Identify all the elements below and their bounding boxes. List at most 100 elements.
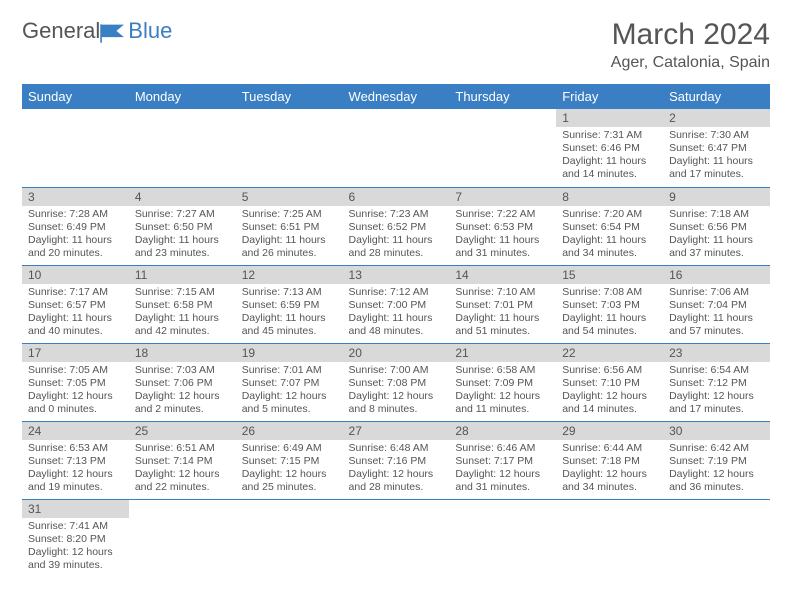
day-body: Sunrise: 6:49 AMSunset: 7:15 PMDaylight:… [236,440,343,499]
calendar-cell: 25Sunrise: 6:51 AMSunset: 7:14 PMDayligh… [129,421,236,499]
sunset-text: Sunset: 6:52 PM [349,221,444,234]
calendar-cell: 16Sunrise: 7:06 AMSunset: 7:04 PMDayligh… [663,265,770,343]
sunrise-text: Sunrise: 7:25 AM [242,208,337,221]
logo-text-2: Blue [128,18,172,44]
day-number: 17 [22,344,129,362]
weekday-header: Wednesday [343,84,450,109]
daylight-line1: Daylight: 11 hours [242,234,337,247]
daylight-line2: and 54 minutes. [562,325,657,338]
day-number: 6 [343,188,450,206]
weekday-header: Sunday [22,84,129,109]
daylight-line1: Daylight: 12 hours [562,468,657,481]
calendar-cell: 4Sunrise: 7:27 AMSunset: 6:50 PMDaylight… [129,187,236,265]
day-body: Sunrise: 6:53 AMSunset: 7:13 PMDaylight:… [22,440,129,499]
sunset-text: Sunset: 7:03 PM [562,299,657,312]
calendar-cell: 15Sunrise: 7:08 AMSunset: 7:03 PMDayligh… [556,265,663,343]
daylight-line2: and 39 minutes. [28,559,123,572]
sunset-text: Sunset: 6:56 PM [669,221,764,234]
daylight-line1: Daylight: 12 hours [28,468,123,481]
daylight-line1: Daylight: 11 hours [28,312,123,325]
day-body: Sunrise: 7:05 AMSunset: 7:05 PMDaylight:… [22,362,129,421]
daylight-line2: and 23 minutes. [135,247,230,260]
sunrise-text: Sunrise: 7:17 AM [28,286,123,299]
calendar-cell: 10 Sunrise: 7:17 AMSunset: 6:57 PMDayligh… [22,265,129,343]
sunrise-text: Sunrise: 7:41 AM [28,520,123,533]
calendar-cell: 8Sunrise: 7:20 AMSunset: 6:54 PMDaylight… [556,187,663,265]
sunset-text: Sunset: 8:20 PM [28,533,123,546]
calendar-cell: 18Sunrise: 7:03 AMSunset: 7:06 PMDayligh… [129,343,236,421]
weekday-header: Monday [129,84,236,109]
sunrise-text: Sunrise: 7:05 AM [28,364,123,377]
sunset-text: Sunset: 7:08 PM [349,377,444,390]
day-body: Sunrise: 7:23 AMSunset: 6:52 PMDaylight:… [343,206,450,265]
sunrise-text: Sunrise: 7:31 AM [562,129,657,142]
calendar-cell: 26Sunrise: 6:49 AMSunset: 7:15 PMDayligh… [236,421,343,499]
sunrise-text: Sunrise: 7:15 AM [135,286,230,299]
calendar-row: . . . . . 1Sunrise: 7:31 AMSunset: 6:46 … [22,109,770,187]
sunset-text: Sunset: 6:57 PM [28,299,123,312]
daylight-line2: and 11 minutes. [455,403,550,416]
day-number: 16 [663,266,770,284]
daylight-line1: Daylight: 12 hours [135,468,230,481]
daylight-line1: Daylight: 12 hours [455,468,550,481]
calendar-row: 3Sunrise: 7:28 AMSunset: 6:49 PMDaylight… [22,187,770,265]
daylight-line1: Daylight: 11 hours [28,234,123,247]
day-body: Sunrise: 7:25 AMSunset: 6:51 PMDaylight:… [236,206,343,265]
sunset-text: Sunset: 7:13 PM [28,455,123,468]
day-body: Sunrise: 7:28 AMSunset: 6:49 PMDaylight:… [22,206,129,265]
calendar-cell: . [236,499,343,577]
daylight-line2: and 42 minutes. [135,325,230,338]
calendar-cell: 23Sunrise: 6:54 AMSunset: 7:12 PMDayligh… [663,343,770,421]
calendar-cell: . [663,499,770,577]
day-number: 15 [556,266,663,284]
daylight-line1: Daylight: 11 hours [562,155,657,168]
weekday-header: Thursday [449,84,556,109]
sunset-text: Sunset: 7:10 PM [562,377,657,390]
day-number: 10 [22,266,129,284]
calendar-cell: . [129,109,236,187]
sunrise-text: Sunrise: 6:44 AM [562,442,657,455]
daylight-line1: Daylight: 12 hours [562,390,657,403]
daylight-line1: Daylight: 12 hours [135,390,230,403]
sunset-text: Sunset: 7:05 PM [28,377,123,390]
sunset-text: Sunset: 7:04 PM [669,299,764,312]
calendar-cell: 27Sunrise: 6:48 AMSunset: 7:16 PMDayligh… [343,421,450,499]
calendar-cell: 13Sunrise: 7:12 AMSunset: 7:00 PMDayligh… [343,265,450,343]
day-number: 24 [22,422,129,440]
day-body: Sunrise: 7:01 AMSunset: 7:07 PMDaylight:… [236,362,343,421]
logo: General Blue [22,18,172,44]
sunrise-text: Sunrise: 7:03 AM [135,364,230,377]
day-body: Sunrise: 6:58 AMSunset: 7:09 PMDaylight:… [449,362,556,421]
day-number: 30 [663,422,770,440]
daylight-line1: Daylight: 12 hours [28,546,123,559]
daylight-line2: and 25 minutes. [242,481,337,494]
calendar-cell: 17Sunrise: 7:05 AMSunset: 7:05 PMDayligh… [22,343,129,421]
daylight-line2: and 26 minutes. [242,247,337,260]
daylight-line2: and 14 minutes. [562,403,657,416]
daylight-line1: Daylight: 12 hours [455,390,550,403]
daylight-line1: Daylight: 11 hours [669,312,764,325]
daylight-line1: Daylight: 11 hours [349,234,444,247]
weekday-header: Saturday [663,84,770,109]
day-body: Sunrise: 7:08 AMSunset: 7:03 PMDaylight:… [556,284,663,343]
daylight-line1: Daylight: 11 hours [349,312,444,325]
daylight-line2: and 17 minutes. [669,403,764,416]
calendar-row: 31Sunrise: 7:41 AMSunset: 8:20 PMDayligh… [22,499,770,577]
calendar-cell: 9Sunrise: 7:18 AMSunset: 6:56 PMDaylight… [663,187,770,265]
calendar-cell: . [343,499,450,577]
sunrise-text: Sunrise: 6:46 AM [455,442,550,455]
calendar-table: Sunday Monday Tuesday Wednesday Thursday… [22,84,770,577]
daylight-line1: Daylight: 12 hours [349,390,444,403]
calendar-cell: 6Sunrise: 7:23 AMSunset: 6:52 PMDaylight… [343,187,450,265]
sunset-text: Sunset: 6:49 PM [28,221,123,234]
daylight-line2: and 28 minutes. [349,481,444,494]
sunset-text: Sunset: 6:47 PM [669,142,764,155]
daylight-line2: and 31 minutes. [455,247,550,260]
daylight-line2: and 0 minutes. [28,403,123,416]
day-number: 5 [236,188,343,206]
month-title: March 2024 [611,18,770,52]
daylight-line1: Daylight: 12 hours [669,468,764,481]
day-number: 25 [129,422,236,440]
day-body: Sunrise: 7:41 AMSunset: 8:20 PMDaylight:… [22,518,129,577]
sunrise-text: Sunrise: 7:30 AM [669,129,764,142]
